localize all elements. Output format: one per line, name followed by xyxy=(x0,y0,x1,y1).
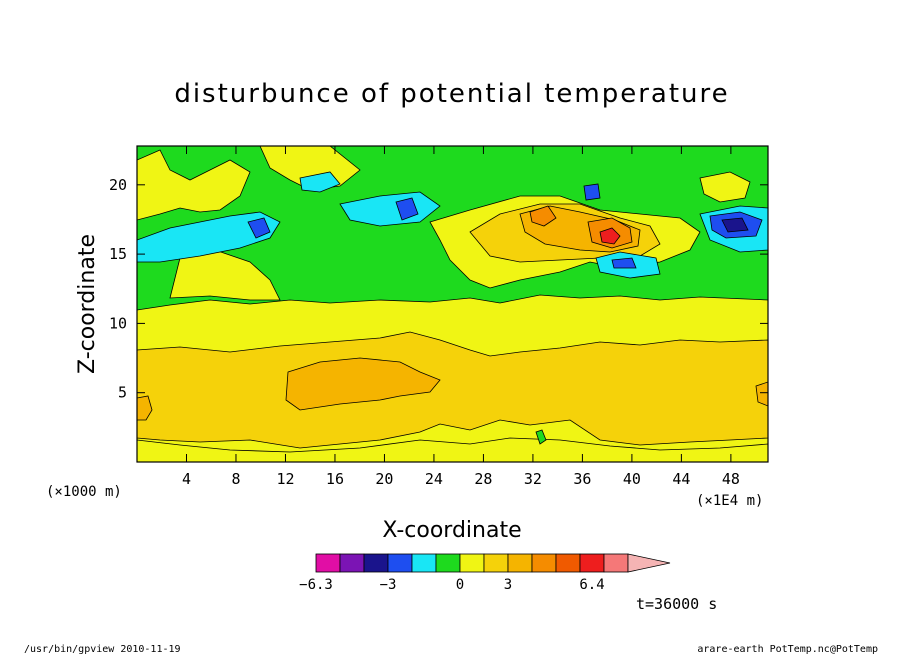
colorbar-swatch xyxy=(483,553,509,573)
negative-blue-left xyxy=(247,217,271,239)
colorbar-label: −6.3 xyxy=(299,577,333,593)
x-unit-note: (×1E4 m) xyxy=(696,493,763,509)
negative-cyan-mid xyxy=(339,191,441,227)
negative-darkblue-right xyxy=(721,217,749,233)
x-scale-note: (×1000 m) xyxy=(46,484,122,500)
band-bottom-yellow xyxy=(137,437,768,462)
colorbar-label: 0 xyxy=(456,577,464,593)
x-tick-label: 48 xyxy=(722,470,740,488)
colorbar-swatch xyxy=(387,553,413,573)
colorbar-swatch xyxy=(411,553,437,573)
colorbar-swatch xyxy=(459,553,485,573)
negative-blue-mid xyxy=(395,197,419,221)
x-tick-label: 4 xyxy=(182,470,191,488)
y-tick-label: 20 xyxy=(109,176,127,194)
colorbar-swatch xyxy=(363,553,389,573)
x-tick-label: 40 xyxy=(623,470,641,488)
y-axis-label: Z-coordinate xyxy=(75,234,100,374)
x-tick-label: 8 xyxy=(231,470,240,488)
colorbar-swatch xyxy=(603,553,629,573)
x-tick-label: 12 xyxy=(276,470,294,488)
orange-blob-right xyxy=(755,381,768,407)
colorbar-label: −3 xyxy=(380,577,397,593)
footer-left: /usr/bin/gpview 2010-11-19 xyxy=(24,644,181,654)
x-tick-label: 32 xyxy=(524,470,542,488)
positive-blob-left xyxy=(529,205,557,227)
positive-max-red xyxy=(599,227,621,245)
x-tick-label: 20 xyxy=(375,470,393,488)
colorbar-swatch xyxy=(339,553,365,573)
colorbar-swatch xyxy=(579,553,605,573)
negative-blue-top xyxy=(583,183,601,201)
yellow-patch-right xyxy=(699,171,751,203)
colorbar-labels: −6.3 −3 0 3 6.4 xyxy=(299,577,605,593)
x-tick-label: 24 xyxy=(425,470,443,488)
colorbar-swatch xyxy=(531,553,557,573)
colorbar-swatch xyxy=(315,553,341,573)
y-axis-ticks: 5 10 15 20 xyxy=(109,176,768,402)
y-tick-label: 15 xyxy=(109,245,127,263)
colorbar xyxy=(315,553,671,573)
colorbar-arrow xyxy=(627,553,671,573)
green-spot xyxy=(535,429,547,445)
yellow-patch-mid-left xyxy=(169,249,281,301)
x-tick-label: 28 xyxy=(474,470,492,488)
colorbar-label: 3 xyxy=(504,577,512,593)
x-tick-label: 36 xyxy=(573,470,591,488)
orange-blob-left xyxy=(137,395,153,421)
x-axis-ticks: 4 8 12 16 20 24 28 32 36 40 44 48 xyxy=(182,146,740,488)
band-orange xyxy=(137,331,768,449)
negative-blue-lower xyxy=(611,257,637,269)
y-tick-label: 10 xyxy=(109,314,127,332)
yellow-patch-upper-left xyxy=(137,149,251,221)
contour-field xyxy=(137,146,768,462)
negative-cyan-left xyxy=(137,211,281,263)
y-tick-label: 5 xyxy=(118,384,127,402)
time-label: t=36000 s xyxy=(636,595,717,613)
negative-cyan-top xyxy=(299,171,341,193)
x-tick-label: 16 xyxy=(326,470,344,488)
colorbar-swatch xyxy=(555,553,581,573)
chart-title: disturbunce of potential temperature xyxy=(174,79,729,109)
footer-right: arare-earth_PotTemp.nc@PotTemp xyxy=(697,644,878,654)
band-orange-core xyxy=(285,357,441,411)
x-tick-label: 44 xyxy=(672,470,690,488)
x-axis-label: X-coordinate xyxy=(382,518,521,543)
plot-frame xyxy=(136,145,769,463)
colorbar-swatch xyxy=(507,553,533,573)
colorbar-swatch xyxy=(435,553,461,573)
colorbar-label: 6.4 xyxy=(579,577,604,593)
